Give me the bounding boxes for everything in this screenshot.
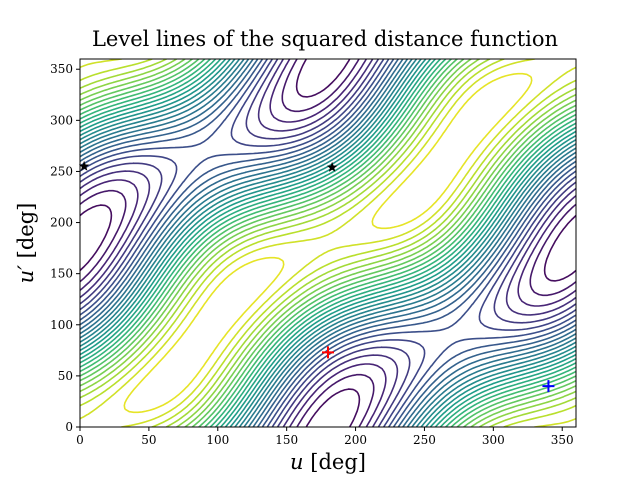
x-tick-label: 50 bbox=[141, 433, 156, 447]
plot-frame bbox=[79, 58, 577, 428]
x-tick-label: 150 bbox=[275, 433, 298, 447]
x-tick-label: 200 bbox=[344, 433, 367, 447]
star-marker bbox=[78, 160, 90, 171]
x-axis-ticks: 0 50 100 150 200 250 300 350 bbox=[76, 427, 574, 447]
contour-level-line bbox=[80, 59, 576, 427]
contour-level-line bbox=[80, 59, 576, 427]
contour-level-line bbox=[80, 59, 576, 427]
contour-level-line bbox=[80, 59, 576, 427]
contour-level-line bbox=[80, 59, 576, 427]
y-tick-label: 100 bbox=[50, 318, 73, 332]
contour-level-line bbox=[80, 59, 576, 427]
star-marker bbox=[326, 161, 338, 172]
y-axis-ticks: 0 50 100 150 200 250 300 350 bbox=[50, 62, 80, 434]
x-tick-label: 250 bbox=[413, 433, 436, 447]
contour-level-line bbox=[80, 59, 576, 427]
contour-level-line bbox=[80, 59, 576, 427]
contour-level-line bbox=[80, 59, 576, 427]
y-tick-label: 50 bbox=[58, 369, 73, 383]
contour-level-line bbox=[80, 59, 576, 427]
y-tick-label: 250 bbox=[50, 164, 73, 178]
y-tick-label: 350 bbox=[50, 62, 73, 76]
y-tick-label: 150 bbox=[50, 267, 73, 281]
plus-marker bbox=[542, 380, 555, 393]
y-axis-label: u′ [deg] bbox=[14, 202, 38, 284]
markers-layer bbox=[78, 160, 555, 393]
y-tick-label: 0 bbox=[65, 420, 73, 434]
contour-level-line bbox=[80, 59, 576, 427]
contour-level-line bbox=[80, 59, 576, 427]
x-tick-label: 350 bbox=[551, 433, 574, 447]
contour-level-line bbox=[80, 59, 576, 427]
contour-level-line bbox=[80, 59, 576, 427]
contour-level-line bbox=[80, 59, 576, 427]
y-tick-label: 200 bbox=[50, 216, 73, 230]
x-tick-label: 0 bbox=[76, 433, 84, 447]
contour-level-line bbox=[80, 59, 576, 427]
y-tick-label: 300 bbox=[50, 113, 73, 127]
contour-level-line bbox=[80, 59, 576, 427]
contour-level-line bbox=[80, 59, 576, 427]
plus-marker bbox=[322, 346, 334, 359]
contour-level-line bbox=[80, 59, 576, 427]
x-tick-label: 100 bbox=[206, 433, 229, 447]
contour-level-line bbox=[80, 59, 576, 427]
contour-level-line bbox=[80, 59, 576, 427]
x-tick-label: 300 bbox=[482, 433, 505, 447]
contour-level-line bbox=[80, 59, 576, 427]
contour-lines bbox=[80, 59, 576, 427]
chart-title: Level lines of the squared distance func… bbox=[91, 27, 559, 51]
x-axis-label: u [deg] bbox=[290, 450, 366, 474]
contour-level-line bbox=[123, 72, 533, 414]
